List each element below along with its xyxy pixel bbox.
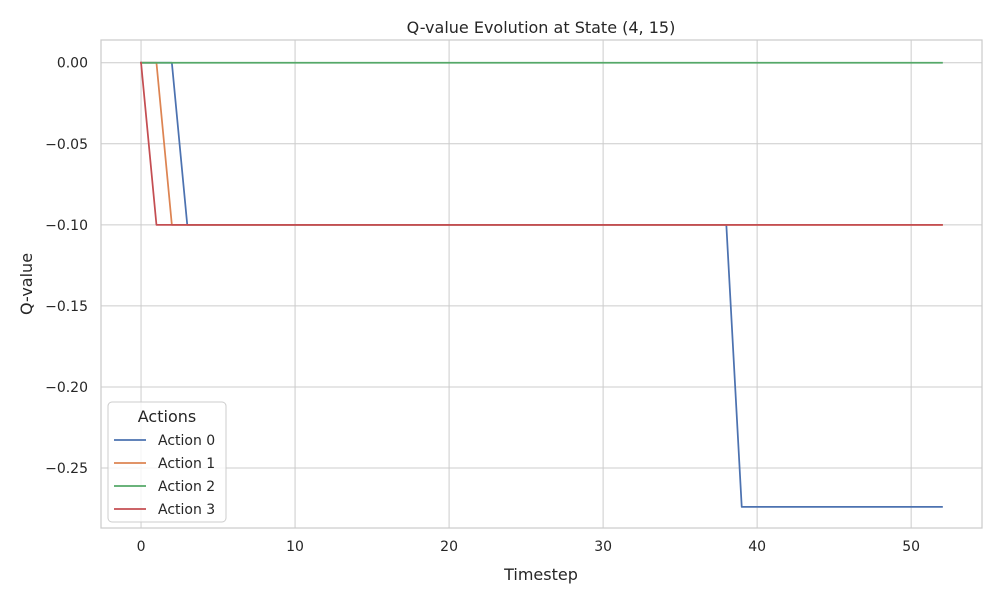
plot-frame — [100, 39, 983, 529]
y-tick-label: −0.15 — [45, 299, 88, 315]
legend-label: Action 3 — [158, 502, 215, 518]
grid-layer — [101, 40, 982, 528]
x-tick-label: 40 — [748, 539, 766, 555]
legend-frame — [107, 401, 227, 523]
y-tick-label: 0.00 — [57, 56, 88, 72]
legend-label: Action 0 — [158, 433, 215, 449]
legend: Actions Action 0 Action 1 Action 2 Action 3 — [107, 401, 227, 523]
x-tick-label: 0 — [137, 539, 146, 555]
chart-title: Q-value Evolution at State (4, 15) — [407, 18, 676, 37]
x-axis-label: Timestep — [503, 565, 578, 584]
x-tick-label: 50 — [902, 539, 920, 555]
y-axis-label: Q-value — [17, 253, 36, 315]
series-line-action-3 — [140, 61, 943, 226]
x-tick-label: 20 — [440, 539, 458, 555]
x-tick-label: 30 — [594, 539, 612, 555]
y-tick-label: −0.25 — [45, 461, 88, 477]
series-line-action-0 — [140, 61, 943, 508]
tick-labels: 0 10 20 30 40 50 0.00 −0.05 −0.10 −0.15 −0.20 −0.25 — [45, 56, 920, 555]
y-tick-label: −0.05 — [45, 137, 88, 153]
legend-items: Action 0 Action 1 Action 2 Action 3 — [114, 433, 215, 518]
x-tick-label: 10 — [286, 539, 304, 555]
y-tick-label: −0.10 — [45, 218, 88, 234]
series-layer — [140, 61, 943, 508]
legend-title: Actions — [138, 407, 196, 426]
legend-label: Action 2 — [158, 479, 215, 495]
legend-label: Action 1 — [158, 456, 215, 472]
y-tick-label: −0.20 — [45, 380, 88, 396]
